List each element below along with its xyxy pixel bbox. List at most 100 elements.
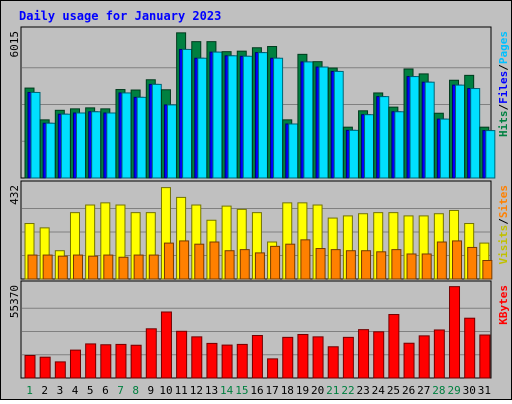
bar-sites-day-16 <box>254 252 265 280</box>
day-label-10: 10 <box>159 384 172 397</box>
bar-kbytes-day-4 <box>69 349 81 379</box>
day-label-30: 30 <box>463 384 476 397</box>
day-label-12: 12 <box>190 384 203 397</box>
day-label-23: 23 <box>357 384 370 397</box>
day-label-22: 22 <box>341 384 354 397</box>
bar-sites-day-18 <box>285 243 296 280</box>
bar-kbytes-day-20 <box>312 336 324 379</box>
panel-axis-label: Hits/Files/Pages <box>497 31 510 137</box>
bar-pages-day-27 <box>424 81 435 179</box>
bar-kbytes-day-29 <box>449 286 461 379</box>
bar-sites-day-8 <box>133 254 144 280</box>
day-label-18: 18 <box>281 384 294 397</box>
bar-kbytes-day-6 <box>100 344 112 379</box>
bar-pages-day-9 <box>151 83 162 179</box>
day-label-5: 5 <box>87 384 94 397</box>
bar-sites-day-5 <box>88 255 99 280</box>
bar-kbytes-day-15 <box>236 343 248 379</box>
bar-sites-day-11 <box>179 240 190 280</box>
day-label-15: 15 <box>235 384 248 397</box>
bar-sites-day-25 <box>391 249 402 280</box>
bar-pages-day-21 <box>333 70 344 179</box>
bar-kbytes-day-7 <box>115 343 127 379</box>
day-label-14: 14 <box>220 384 234 397</box>
bar-kbytes-day-22 <box>342 336 354 379</box>
panel-axis-label: KBytes <box>497 285 510 325</box>
bar-sites-day-30 <box>467 246 478 280</box>
day-label-25: 25 <box>387 384 400 397</box>
bar-kbytes-day-2 <box>39 356 51 379</box>
bar-pages-day-5 <box>91 111 102 179</box>
bar-kbytes-day-5 <box>85 343 97 379</box>
bar-pages-day-20 <box>318 66 329 179</box>
day-label-9: 9 <box>148 384 155 397</box>
bar-pages-day-15 <box>242 55 253 179</box>
bar-pages-day-2 <box>45 122 56 179</box>
panel-max-label: 55370 <box>8 285 21 318</box>
day-label-29: 29 <box>447 384 460 397</box>
bar-sites-day-21 <box>330 249 341 280</box>
bar-kbytes-day-9 <box>145 328 157 379</box>
day-label-4: 4 <box>72 384 79 397</box>
day-label-28: 28 <box>432 384 445 397</box>
bar-sites-day-27 <box>421 253 432 280</box>
bar-pages-day-16 <box>257 52 268 179</box>
bar-sites-day-1 <box>27 254 38 280</box>
bar-sites-day-20 <box>315 248 326 280</box>
bar-sites-day-13 <box>209 241 220 280</box>
bar-pages-day-11 <box>182 48 193 179</box>
day-label-17: 17 <box>266 384 279 397</box>
bar-sites-day-22 <box>345 250 356 280</box>
axis-label-part: Pages <box>497 31 510 64</box>
axis-label-part: / <box>497 104 510 111</box>
day-label-20: 20 <box>311 384 324 397</box>
bar-kbytes-day-27 <box>418 335 430 379</box>
bar-kbytes-day-8 <box>130 344 142 379</box>
bar-pages-day-13 <box>212 51 223 179</box>
bar-kbytes-day-28 <box>433 329 445 379</box>
bar-pages-day-28 <box>439 118 450 179</box>
panel-max-label: 6015 <box>8 31 21 58</box>
bar-sites-day-24 <box>376 251 387 280</box>
bar-sites-day-9 <box>148 254 159 280</box>
bar-kbytes-day-21 <box>327 346 339 379</box>
day-label-6: 6 <box>102 384 109 397</box>
bar-kbytes-day-24 <box>373 331 385 379</box>
bar-kbytes-day-18 <box>282 336 294 379</box>
axis-label-part: Visits <box>497 225 510 265</box>
day-label-7: 7 <box>117 384 124 397</box>
axis-label-part: Files <box>497 71 510 104</box>
day-label-21: 21 <box>326 384 339 397</box>
day-label-13: 13 <box>205 384 218 397</box>
bar-pages-day-19 <box>303 61 314 179</box>
bar-kbytes-day-31 <box>479 334 491 379</box>
bar-sites-day-31 <box>482 260 493 280</box>
bar-kbytes-day-30 <box>464 317 476 379</box>
bar-pages-day-8 <box>136 96 147 179</box>
bar-sites-day-7 <box>118 256 129 280</box>
bar-sites-day-28 <box>436 241 447 280</box>
bar-sites-day-17 <box>270 245 281 280</box>
bar-kbytes-day-1 <box>24 354 36 379</box>
bar-pages-day-17 <box>273 57 284 179</box>
day-label-27: 27 <box>417 384 430 397</box>
bar-pages-day-30 <box>470 88 481 179</box>
day-label-2: 2 <box>41 384 48 397</box>
bar-pages-day-23 <box>364 114 375 179</box>
bar-pages-day-3 <box>60 113 71 179</box>
axis-label-part: / <box>497 218 510 225</box>
day-label-11: 11 <box>175 384 188 397</box>
day-label-19: 19 <box>296 384 309 397</box>
bar-sites-day-15 <box>239 249 250 280</box>
bar-kbytes-day-14 <box>221 344 233 379</box>
bar-pages-day-6 <box>106 112 117 179</box>
day-label-8: 8 <box>132 384 139 397</box>
bar-kbytes-day-3 <box>54 361 66 379</box>
bar-pages-day-1 <box>30 91 41 179</box>
bar-pages-day-10 <box>166 104 177 179</box>
bar-pages-day-26 <box>409 76 420 179</box>
axis-label-part: Hits <box>497 111 510 138</box>
